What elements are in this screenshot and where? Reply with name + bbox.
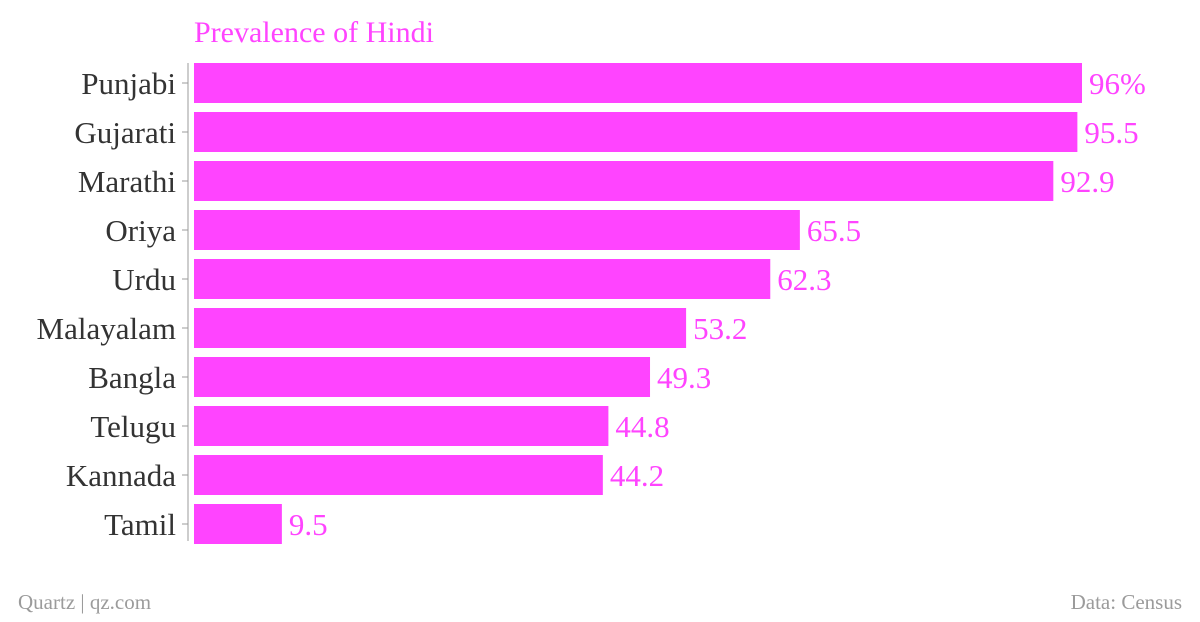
value-label: 9.5 bbox=[289, 507, 328, 542]
value-label: 44.2 bbox=[610, 458, 664, 493]
bar-punjabi bbox=[194, 63, 1082, 103]
bar-urdu bbox=[194, 259, 771, 299]
category-label: Gujarati bbox=[74, 115, 176, 150]
category-label: Tamil bbox=[104, 507, 176, 542]
chart-title: Prevalence of Hindi bbox=[194, 16, 434, 49]
value-label: 53.2 bbox=[693, 311, 747, 346]
value-label: 62.3 bbox=[777, 262, 831, 297]
bar-tamil bbox=[194, 504, 282, 544]
value-label: 92.9 bbox=[1060, 164, 1114, 199]
category-label: Marathi bbox=[78, 164, 177, 199]
category-label: Bangla bbox=[88, 360, 176, 395]
value-label: 44.8 bbox=[615, 409, 669, 444]
category-label: Oriya bbox=[105, 213, 176, 248]
value-label: 95.5 bbox=[1084, 115, 1138, 150]
category-label: Punjabi bbox=[81, 66, 176, 101]
bar-gujarati bbox=[194, 112, 1078, 152]
category-label: Telugu bbox=[90, 409, 176, 444]
bar-marathi bbox=[194, 161, 1054, 201]
category-label: Urdu bbox=[112, 262, 176, 297]
bars-group: Punjabi 96% Gujarati 95.5 Marathi 92.9 Oriya 65… bbox=[37, 63, 1146, 544]
value-label: 65.5 bbox=[807, 213, 861, 248]
bar-bangla bbox=[194, 357, 651, 397]
bar-telugu bbox=[194, 406, 609, 446]
value-label: 49.3 bbox=[657, 360, 711, 395]
data-source: Data: Census bbox=[1070, 590, 1182, 614]
bar-kannada bbox=[194, 455, 603, 495]
bar-oriya bbox=[194, 210, 800, 250]
category-label: Malayalam bbox=[37, 311, 176, 346]
value-label: 96% bbox=[1089, 66, 1146, 101]
category-label: Kannada bbox=[66, 458, 176, 493]
source-credit: Quartz | qz.com bbox=[18, 590, 152, 614]
bar-malayalam bbox=[194, 308, 687, 348]
